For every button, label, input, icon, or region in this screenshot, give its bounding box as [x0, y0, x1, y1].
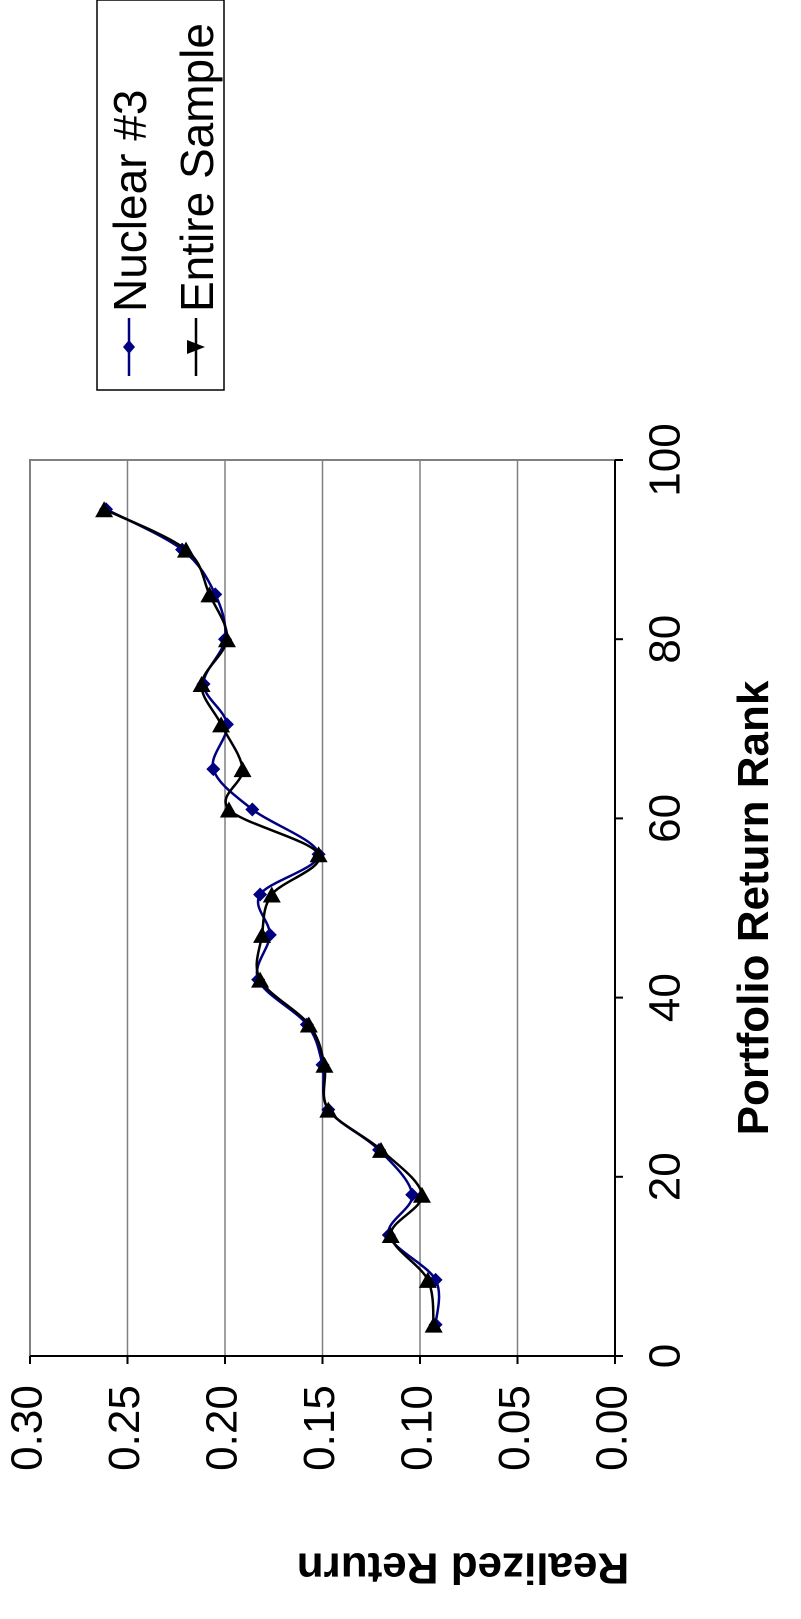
legend-label-entire: Entire Sample	[171, 23, 223, 312]
x-axis-title: Portfolio Return Rank	[729, 680, 778, 1135]
legend-item-nuclear: Nuclear #3	[104, 90, 156, 376]
data-point	[381, 1227, 400, 1244]
data-point	[372, 1141, 390, 1158]
data-point	[95, 501, 114, 518]
axes	[29, 459, 623, 1364]
data-point	[253, 926, 272, 943]
data-point	[262, 886, 281, 903]
x-tick-label: 100	[641, 423, 690, 496]
data-point	[299, 1016, 318, 1033]
data-point	[192, 676, 211, 692]
legend-label-nuclear: Nuclear #3	[104, 90, 156, 312]
series-line	[105, 508, 441, 1325]
data-point	[233, 761, 252, 778]
tick-labels: 0.00 0.05 0.10 0.15 0.20 0.25 0.30 0 20 40 60 80 100	[3, 423, 690, 1471]
x-tick-label: 40	[641, 973, 690, 1022]
plot-area	[29, 459, 623, 1364]
data-point	[177, 541, 195, 558]
data-point	[219, 801, 238, 818]
series-layer	[95, 501, 443, 1333]
data-point	[315, 1056, 334, 1073]
y-tick-label: 0.10	[393, 1385, 442, 1471]
gridlines	[29, 460, 519, 1356]
y-tick-label: 0.05	[490, 1385, 539, 1471]
y-tick-label: 0.30	[3, 1385, 52, 1471]
data-point	[245, 802, 260, 817]
y-axis-title: Realized Return	[297, 1543, 630, 1592]
data-point	[251, 971, 270, 988]
data-point	[206, 762, 221, 777]
x-tick-label: 0	[641, 1344, 690, 1368]
data-point	[412, 1186, 431, 1203]
data-point	[212, 716, 231, 733]
y-tick-label: 0.25	[100, 1385, 149, 1471]
y-tick-label: 0.20	[198, 1385, 247, 1471]
legend-marker-entire	[187, 340, 205, 354]
legend-item-entire: Entire Sample	[171, 23, 223, 376]
legend: Nuclear #3 Entire Sample	[96, 0, 225, 391]
y-tick-label: 0.00	[588, 1385, 637, 1471]
x-tick-label: 80	[641, 615, 690, 664]
x-tick-label: 60	[641, 794, 690, 843]
data-point	[200, 586, 219, 603]
data-point	[319, 1101, 338, 1118]
data-point	[253, 887, 268, 902]
data-point	[418, 1271, 437, 1288]
data-point	[424, 1316, 443, 1333]
data-point	[309, 846, 328, 863]
x-tick-label: 20	[641, 1152, 690, 1201]
series-nuclear	[99, 502, 443, 1332]
series-entire-sample	[95, 501, 443, 1333]
series-line	[103, 508, 435, 1325]
legend-marker-nuclear	[123, 340, 135, 354]
data-point	[217, 631, 236, 648]
y-tick-label: 0.15	[295, 1385, 344, 1471]
legend-box	[96, 0, 225, 391]
